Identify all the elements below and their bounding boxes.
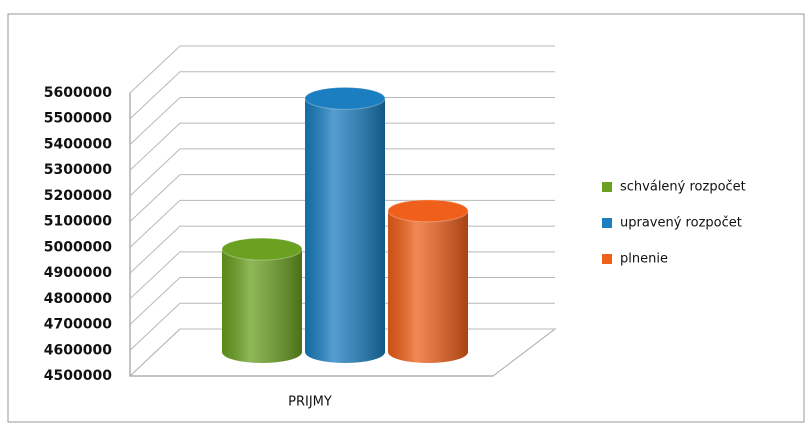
x-tick-label: PRIJMY [288,395,332,410]
legend-label: upravený rozpočet [620,216,742,231]
y-tick-label: 4800000 [44,291,112,307]
grid-line [129,96,555,145]
bar-shade [222,249,302,363]
y-tick-label: 5500000 [44,111,112,127]
y-tick-label: 4900000 [44,265,112,281]
legend-swatch [602,182,612,192]
bar-top [221,237,303,261]
y-tick-label: 5000000 [44,239,112,255]
y-tick-label: 5100000 [44,214,112,230]
bar-top [387,199,469,223]
grid-line [129,71,555,120]
y-tick-label: 4500000 [44,368,112,384]
grid-line [129,148,555,197]
y-tick-label: 5200000 [44,188,112,204]
y-tick-label: 5600000 [44,85,112,101]
grid-line [129,122,555,171]
legend-label: plnenie [620,252,668,267]
bar-top [304,86,386,110]
bar-shade [305,98,385,363]
y-tick-label: 4700000 [44,317,112,333]
y-tick-label: 5300000 [44,162,112,178]
legend-swatch [602,218,612,228]
bar-shade [388,210,468,363]
y-tick-label: 5400000 [44,136,112,152]
legend-swatch [602,254,612,264]
grid-line [129,45,555,94]
grid-line [129,174,555,223]
y-tick-label: 4600000 [44,342,112,358]
legend-label: schválený rozpočet [620,180,746,195]
